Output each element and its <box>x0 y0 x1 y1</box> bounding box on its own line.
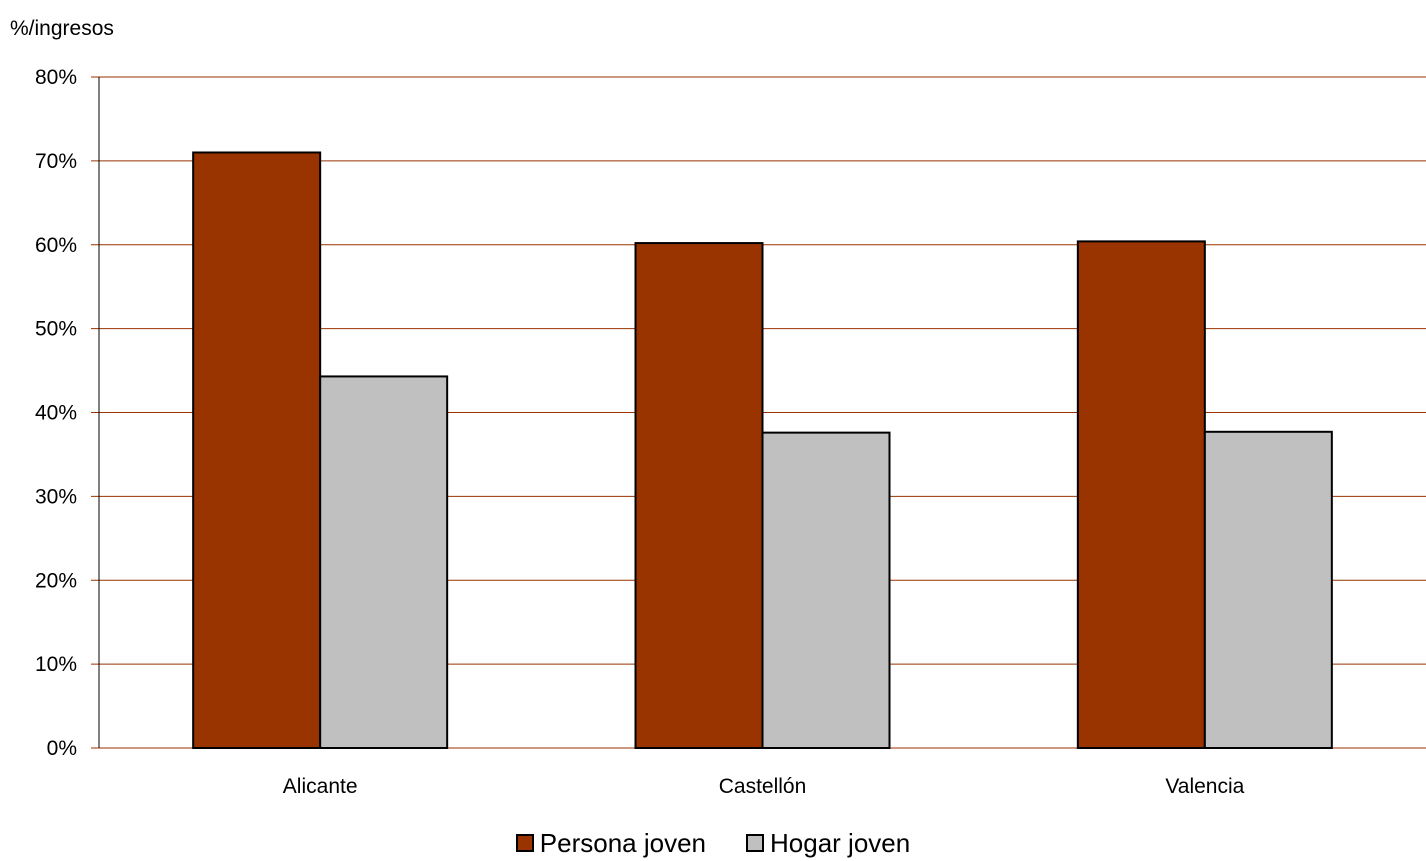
bar-persona-joven-alicante <box>192 151 322 750</box>
y-tick-label: 80% <box>35 66 77 89</box>
x-tick-labels: Alicante Castellón Valencia <box>283 775 1245 798</box>
y-tick-label: 0% <box>47 737 77 760</box>
y-tick-label: 50% <box>35 318 77 341</box>
legend-item-persona-joven: Persona joven <box>515 828 707 858</box>
y-tick-label: 10% <box>35 653 77 676</box>
y-tick-label: 70% <box>35 150 77 173</box>
legend-swatch-hogar-joven <box>746 834 765 852</box>
bar-persona-joven-castellón <box>634 242 764 749</box>
bar-persona-joven-valencia <box>1076 240 1206 750</box>
bar-hogar-joven-castellón <box>761 431 891 749</box>
y-tick-label: 30% <box>35 485 77 508</box>
y-tick-label: 20% <box>35 569 77 592</box>
legend-label-hogar-joven: Hogar joven <box>770 828 911 858</box>
x-tick-label: Alicante <box>283 775 358 798</box>
bar-hogar-joven-valencia <box>1203 430 1333 749</box>
legend-swatch-persona-joven <box>515 834 534 852</box>
legend-item-hogar-joven: Hogar joven <box>746 828 910 858</box>
y-tick-labels: 0% 10% 20% 30% 40% 50% 60% 70% 80% <box>35 66 77 760</box>
y-axis-title: %/ingresos <box>10 17 114 40</box>
y-tick-label: 60% <box>35 234 77 257</box>
bar-hogar-joven-alicante <box>319 375 449 749</box>
bars <box>192 151 1333 750</box>
y-tick-label: 40% <box>35 402 77 425</box>
legend: Persona joven Hogar joven <box>0 826 1426 860</box>
legend-label-persona-joven: Persona joven <box>539 828 707 858</box>
x-tick-label: Castellón <box>719 775 807 798</box>
x-tick-label: Valencia <box>1165 775 1244 798</box>
